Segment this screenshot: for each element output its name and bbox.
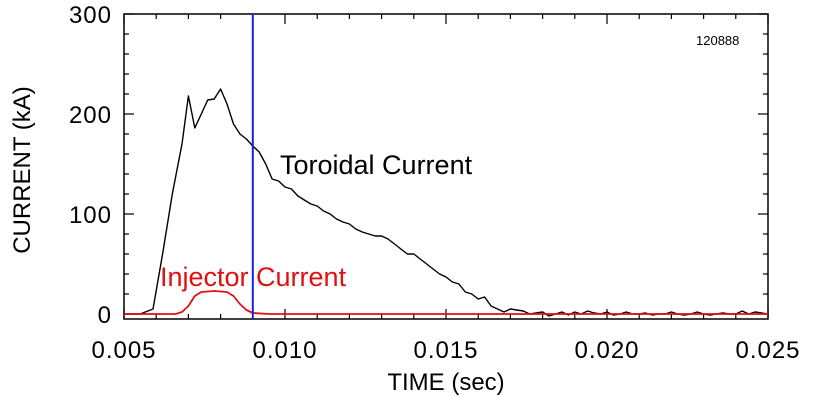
toroidal-current-label: Toroidal Current	[280, 150, 473, 180]
x-axis-title: TIME (sec)	[387, 369, 504, 396]
x-tick-label: 0.020	[574, 337, 639, 364]
x-tick-label: 0.025	[735, 337, 800, 364]
x-tick-label: 0.015	[413, 337, 478, 364]
injector-current-line	[124, 290, 768, 315]
x-tick-label: 0.005	[91, 337, 156, 364]
y-tick-label: 100	[69, 202, 112, 229]
x-axis-ticks: 0.005 0.010 0.015 0.020 0.025	[91, 14, 800, 364]
y-tick-label: 200	[69, 102, 112, 129]
injector-current-label: Injector Current	[160, 262, 347, 292]
y-axis-ticks: 0 100 200 300	[69, 2, 768, 329]
shot-number: 120888	[696, 33, 739, 48]
y-axis-title: CURRENT (kA)	[9, 86, 36, 254]
x-tick-label: 0.010	[252, 337, 317, 364]
y-tick-label: 300	[69, 2, 112, 29]
y-tick-label: 0	[98, 302, 112, 329]
